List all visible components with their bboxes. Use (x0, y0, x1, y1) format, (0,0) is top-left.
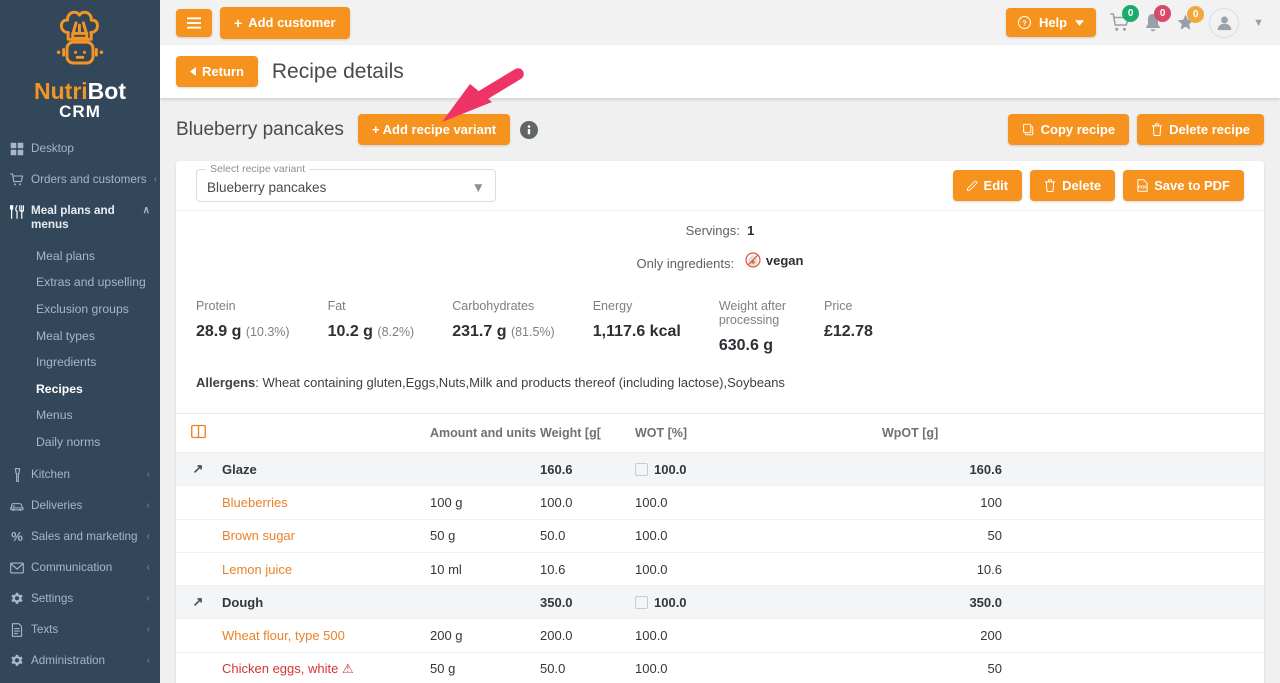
svg-text:?: ? (1022, 19, 1026, 27)
svg-text:PDF: PDF (1138, 185, 1147, 190)
